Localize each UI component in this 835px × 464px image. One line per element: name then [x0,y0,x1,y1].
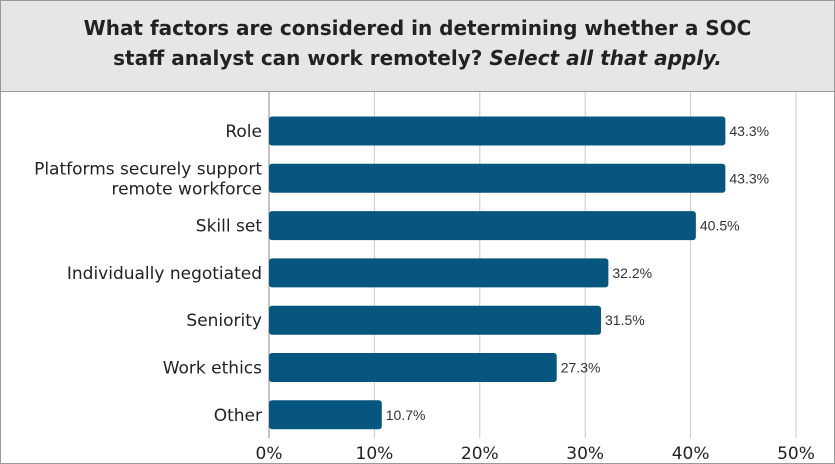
x-tick-label: 40% [672,444,710,463]
category-label: Platforms securely support [34,159,262,179]
labels: 0% 10% 20% 30% 40% 50% Role 43.3% Platforms secu… [34,122,815,463]
chart-title-line-2: staff analyst can work remotely? Select … [1,43,834,73]
bar [269,163,726,193]
bar [269,353,557,382]
bar [269,258,609,288]
category-label: Work ethics [163,359,262,379]
category-label: Skill set [196,217,263,237]
bar [269,211,696,241]
category-label: remote workforce [111,179,262,199]
x-tick-label: 50% [777,444,815,463]
data-label: 40.5% [700,218,740,234]
category-label: Other [214,406,262,426]
chart-title-band: What factors are considered in determini… [1,1,834,92]
data-label: 27.3% [561,360,601,376]
bar [269,116,726,146]
x-tick-label: 10% [356,444,394,463]
bar [269,305,602,335]
data-label: 43.3% [729,170,769,186]
bars [269,116,726,430]
data-label: 31.5% [605,312,645,328]
chart-title-line-1: What factors are considered in determini… [83,16,752,40]
data-label: 43.3% [729,123,769,139]
category-label: Seniority [186,311,262,331]
category-label: Individually negotiated [67,264,262,284]
chart-title-main: staff analyst can work remotely? [113,46,483,70]
chart-title-emphasis: Select all that apply. [489,46,722,70]
data-label: 10.7% [386,407,426,423]
category-label: Role [225,122,262,142]
x-tick-label: 0% [256,444,283,463]
x-tick-label: 20% [461,444,499,463]
data-label: 32.2% [612,265,652,281]
x-tick-label: 30% [566,444,604,463]
bar [269,400,382,430]
